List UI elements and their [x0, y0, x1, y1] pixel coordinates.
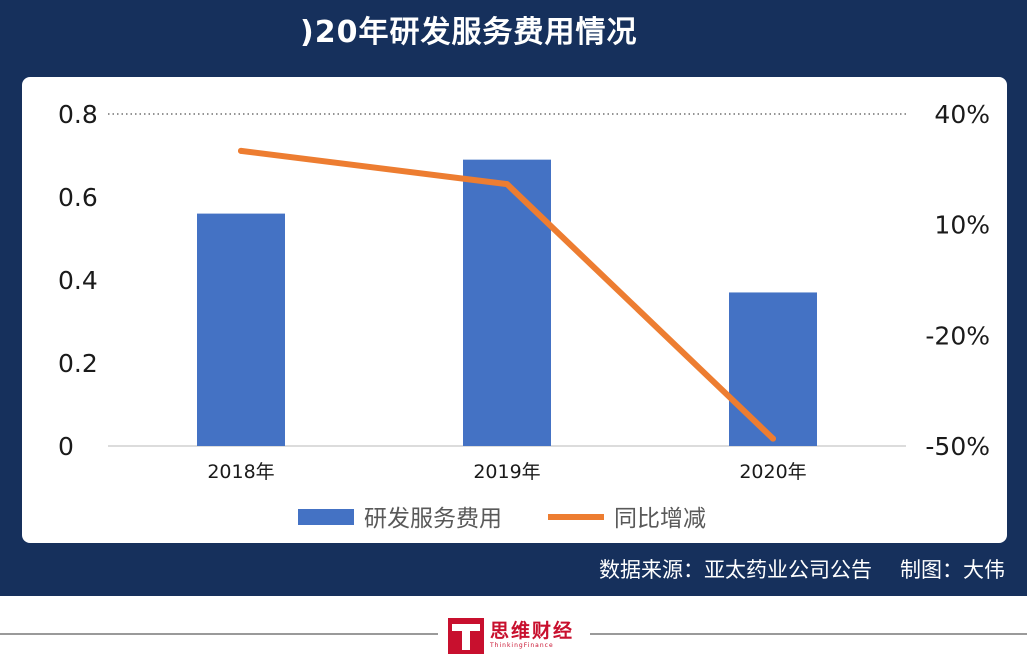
- x-tick-label: 2018年: [207, 461, 274, 483]
- x-tick-label: 2020年: [739, 461, 806, 483]
- x-tick-label: 2019年: [473, 461, 540, 483]
- y-left-tick-label: 0.4: [58, 266, 98, 295]
- line-point-1: [238, 147, 244, 154]
- bar-1: [197, 213, 285, 446]
- y-left-tick-label: 0.6: [58, 183, 98, 212]
- source-text: 数据来源：亚太药业公司公告: [599, 558, 872, 582]
- line-point-3: [770, 435, 776, 442]
- legend-label-bar: 研发服务费用: [364, 506, 502, 532]
- credit-text: 制图：大伟: [900, 558, 1005, 582]
- footer-divider-left: [0, 633, 438, 635]
- line-point-2: [504, 181, 510, 188]
- footer-divider-right: [590, 633, 1027, 635]
- source-note: 数据来源：亚太药业公司公告 制图：大伟: [599, 552, 1005, 588]
- logo-name: 思维财经: [490, 620, 575, 642]
- legend-label-line: 同比增减: [614, 506, 706, 532]
- y-right-tick-label: 40%: [934, 100, 990, 129]
- brand-logo: 思维财经 ThinkingFinance: [448, 612, 578, 654]
- y-left-tick-label: 0: [58, 432, 74, 461]
- legend-swatch-bar: [298, 509, 354, 525]
- logo-subtitle: ThinkingFinance: [490, 642, 554, 649]
- y-right-tick-label: 10%: [934, 211, 990, 240]
- y-left-tick-label: 0.8: [58, 100, 98, 129]
- y-left-tick-label: 0.2: [58, 349, 98, 378]
- y-right-tick-label: -20%: [925, 321, 990, 350]
- chart-title: )20年研发服务费用情况: [300, 15, 638, 50]
- chart-card: 0 0.2 0.4 0.6 0.8 -50% -20% 10% 40% 2018年 2019年 202…: [22, 77, 1007, 543]
- bar-3: [729, 292, 817, 446]
- combo-chart: 0 0.2 0.4 0.6 0.8 -50% -20% 10% 40% 2018年 2019年 202…: [58, 100, 990, 532]
- y-right-tick-label: -50%: [925, 432, 990, 461]
- logo-t-icon: [448, 618, 484, 654]
- bar-2: [463, 159, 551, 446]
